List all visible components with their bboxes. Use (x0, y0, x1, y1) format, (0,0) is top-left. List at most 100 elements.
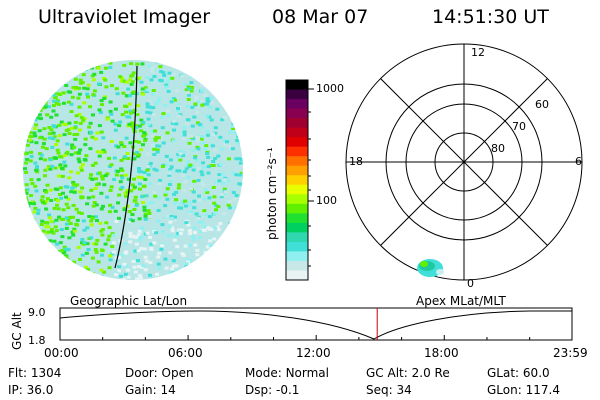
disk-pixel (190, 105, 195, 109)
disk-pixel (46, 166, 51, 170)
disk-pixel (33, 127, 38, 130)
disk-pixel (185, 104, 190, 108)
disk-pixel (89, 219, 94, 223)
disk-pixel (137, 182, 142, 186)
disk-pixel (217, 179, 222, 183)
disk-pixel (110, 84, 114, 88)
disk-pixel (200, 141, 205, 145)
disk-pixel (75, 171, 80, 175)
disk-pixel (138, 276, 143, 280)
disk-pixel (100, 253, 104, 257)
disk-pixel (168, 179, 173, 183)
disk-pixel (186, 98, 191, 101)
status-gc-alt-label: GC Alt: (366, 366, 408, 380)
disk-pixel (99, 70, 104, 74)
disk-pixel (39, 117, 43, 121)
status-gc-alt-value: 2.0 Re (411, 366, 450, 380)
disk-pixel (221, 181, 226, 185)
disk-pixel (193, 243, 198, 247)
disk-pixel (58, 193, 62, 196)
disk-pixel (143, 255, 148, 259)
disk-pixel (191, 190, 196, 194)
disk-pixel (99, 99, 104, 103)
disk-pixel (126, 157, 131, 160)
disk-pixel (91, 204, 96, 208)
disk-pixel (232, 198, 237, 202)
disk-pixel (122, 208, 127, 212)
disk-pixel (40, 219, 45, 223)
disk-pixel (137, 167, 141, 170)
disk-pixel (174, 198, 179, 202)
disk-pixel (164, 190, 169, 194)
disk-pixel (92, 242, 97, 246)
disk-pixel (68, 215, 73, 219)
disk-pixel (228, 130, 233, 134)
status-flt: Flt: 1304 (8, 366, 61, 380)
disk-pixel (181, 174, 186, 177)
disk-pixel (131, 71, 136, 75)
disk-pixel (42, 137, 47, 141)
disk-pixel (144, 259, 149, 263)
disk-pixel (196, 100, 200, 104)
disk-pixel (199, 84, 204, 87)
disk-pixel (183, 199, 188, 203)
disk-pixel (200, 173, 205, 177)
disk-pixel (67, 132, 72, 135)
disk-pixel (57, 134, 62, 138)
disk-pixel (118, 75, 123, 79)
disk-pixel (66, 197, 71, 201)
disk-pixel (164, 163, 169, 167)
disk-pixel (206, 133, 210, 137)
disk-pixel (103, 174, 108, 178)
disk-pixel (168, 251, 173, 255)
disk-pixel (128, 240, 133, 244)
disk-pixel (202, 209, 207, 213)
status-flt-label: Flt: (8, 366, 27, 380)
disk-pixel (177, 206, 181, 210)
disk-pixel (51, 231, 56, 235)
disk-pixel (141, 201, 146, 204)
disk-pixel (128, 111, 133, 115)
disk-pixel (99, 268, 104, 272)
disk-pixel (135, 62, 140, 66)
disk-pixel (236, 141, 241, 145)
time-tick-2359: 23:59 (553, 346, 588, 360)
disk-pixel (110, 232, 115, 236)
disk-pixel (109, 140, 114, 143)
disk-pixel (206, 155, 211, 159)
disk-pixel (103, 242, 108, 246)
disk-pixel (24, 161, 29, 165)
disk-pixel (120, 113, 125, 117)
disk-pixel (159, 70, 164, 73)
disk-pixel (129, 82, 134, 86)
disk-pixel (114, 220, 119, 223)
disk-pixel (120, 79, 124, 83)
disk-pixel (211, 160, 216, 163)
disk-pixel (170, 229, 175, 233)
disk-pixel (50, 145, 55, 149)
disk-pixel (141, 143, 145, 147)
disk-pixel (65, 150, 70, 154)
disk-pixel (124, 173, 129, 177)
altitude-curve (59, 310, 572, 340)
disk-pixel (158, 65, 163, 69)
disk-pixel (122, 262, 127, 266)
disk-pixel (130, 80, 135, 84)
disk-pixel (212, 201, 217, 205)
disk-pixel (157, 196, 161, 200)
disk-pixel (120, 169, 125, 172)
disk-pixel (90, 256, 95, 260)
disk-pixel (89, 223, 94, 227)
terminator-line (114, 65, 138, 269)
disk-pixel (28, 131, 33, 135)
disk-pixel (201, 183, 206, 187)
disk-pixel (47, 126, 52, 129)
time-tick-1800: 18:00 (424, 346, 459, 360)
disk-pixel (199, 137, 204, 141)
disk-pixel (238, 161, 243, 165)
disk-pixel (167, 173, 172, 177)
disk-pixel (109, 163, 114, 167)
status-glon: GLon: 117.4 (487, 383, 560, 397)
disk-pixel (117, 265, 122, 269)
